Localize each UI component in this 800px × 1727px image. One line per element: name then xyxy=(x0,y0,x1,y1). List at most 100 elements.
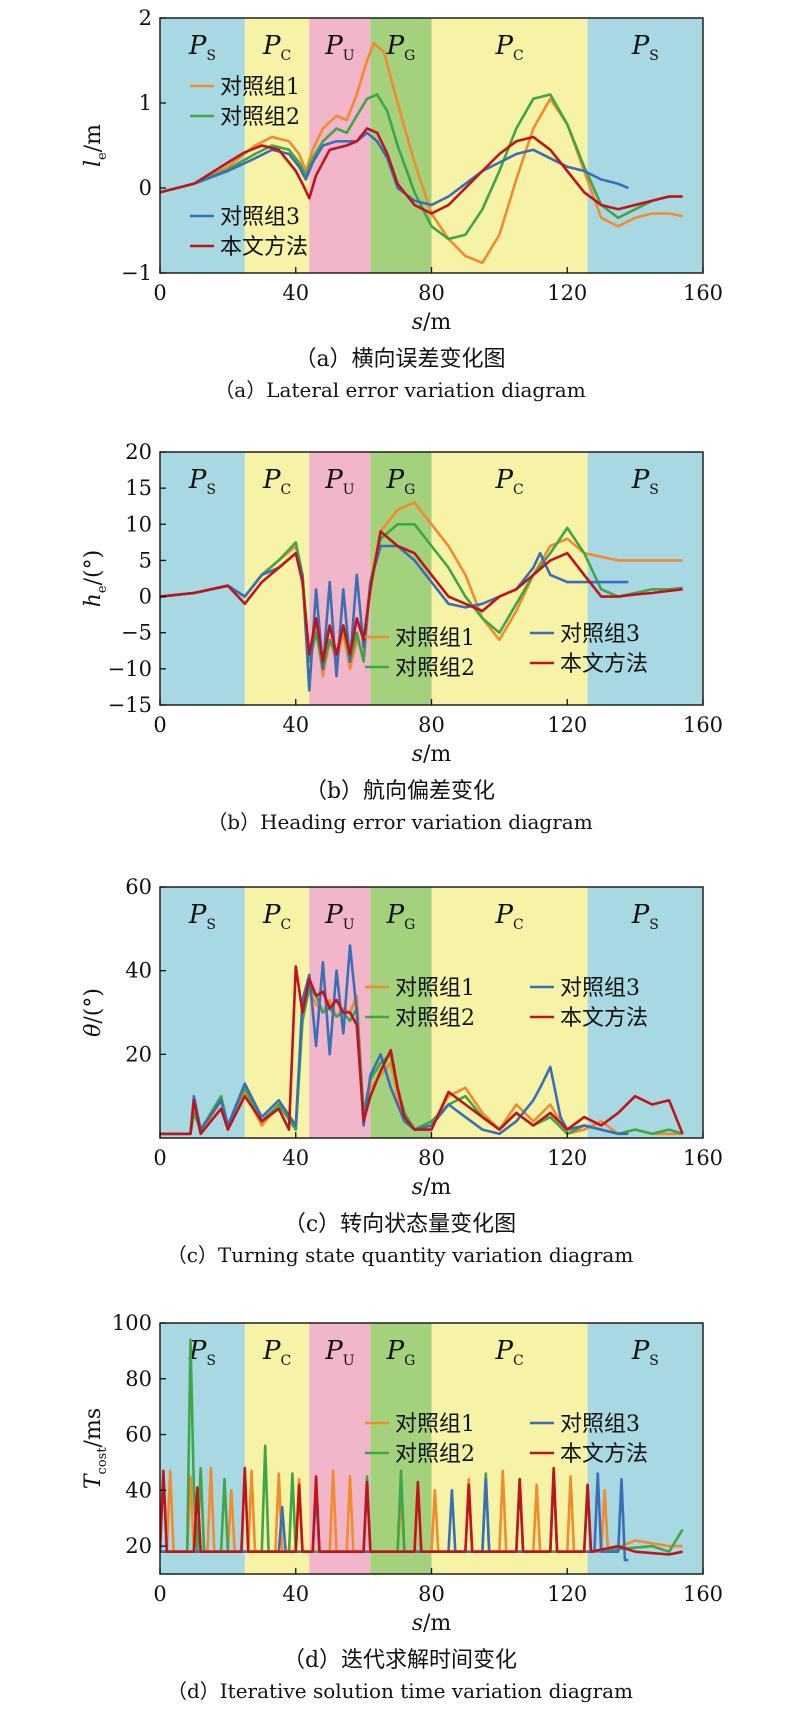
zone-label-sub: U xyxy=(343,482,355,498)
zone-label-sub: C xyxy=(513,482,524,498)
x-tick-label: 0 xyxy=(153,713,166,737)
y-tick-label: 60 xyxy=(125,1423,152,1447)
x-tick-label: 40 xyxy=(282,1146,309,1170)
series-line-对照组3 xyxy=(160,944,629,1136)
zone-label-sub: U xyxy=(343,1353,355,1369)
x-axis-label: s/m xyxy=(412,1611,452,1636)
y-tick-label: 20 xyxy=(125,1042,152,1066)
caption-cn: （c）转向状态量变化图 xyxy=(284,1212,516,1237)
x-axis-var: s xyxy=(412,1175,423,1200)
x-tick-label: 120 xyxy=(547,281,587,305)
x-axis-var: s xyxy=(412,310,423,335)
series-line-对照组2 xyxy=(160,93,683,241)
y-tick-label: 20 xyxy=(125,1534,152,1558)
legend-label: 对照组2 xyxy=(395,1442,475,1467)
y-axis-label: he/(°) xyxy=(81,550,110,607)
y-axis-label: Tcost/ms xyxy=(81,1408,110,1489)
x-tick-label: 0 xyxy=(153,1582,166,1606)
y-axis-var: l xyxy=(81,160,106,167)
y-tick-label: 0 xyxy=(139,176,152,200)
caption-en: （c）Turning state quantity variation diag… xyxy=(167,1243,634,1267)
x-axis-unit: /m xyxy=(423,1611,451,1636)
series-group xyxy=(160,501,683,692)
zone-label-sub: S xyxy=(206,48,216,64)
zone-label-sub: S xyxy=(649,482,659,498)
legend-label: 对照组3 xyxy=(220,205,300,230)
y-axis-unit: /(°) xyxy=(81,988,106,1024)
x-tick-label: 160 xyxy=(683,281,723,305)
caption-cn: （d）迭代求解时间变化 xyxy=(283,1648,517,1673)
y-tick-label: −15 xyxy=(108,693,152,717)
zone-band xyxy=(587,452,703,705)
zone-band xyxy=(244,452,310,705)
zone-label-sub: C xyxy=(280,1353,291,1369)
series-group xyxy=(160,1338,684,1562)
legend-label: 本文方法 xyxy=(220,235,308,260)
legend-label: 本文方法 xyxy=(560,1442,648,1467)
y-tick-label: 15 xyxy=(125,476,152,500)
zone-label-sub: S xyxy=(649,48,659,64)
zone-label-sub: C xyxy=(513,1353,524,1369)
zone-band xyxy=(160,887,245,1138)
x-tick-label: 80 xyxy=(418,1146,445,1170)
x-tick-label: 120 xyxy=(547,1146,587,1170)
chart-panel-d: PS PC PU PG PC PS0 40 80 120 16020406080100s/mTco… xyxy=(81,1311,723,1703)
y-axis-sub: e xyxy=(95,585,110,593)
x-tick-label: 80 xyxy=(418,713,445,737)
zone-band xyxy=(309,452,371,705)
zone-label-sub: S xyxy=(206,917,216,933)
x-tick-label: 0 xyxy=(153,1146,166,1170)
x-tick-label: 80 xyxy=(418,281,445,305)
zone-label-sub: C xyxy=(280,48,291,64)
y-tick-label: −10 xyxy=(108,657,152,681)
series-line-本文方法 xyxy=(160,530,683,663)
legend-label: 对照组3 xyxy=(560,976,640,1001)
zone-label-sub: C xyxy=(280,482,291,498)
caption-en: （b）Heading error variation diagram xyxy=(207,810,592,834)
y-axis-var: θ xyxy=(81,1024,106,1037)
zone-band xyxy=(587,18,703,273)
x-tick-label: 80 xyxy=(418,1582,445,1606)
x-axis-label: s/m xyxy=(412,1175,452,1200)
zone-label-sub: U xyxy=(343,917,355,933)
x-tick-label: 0 xyxy=(153,281,166,305)
zone-band xyxy=(587,887,703,1138)
y-tick-label: 10 xyxy=(125,512,152,536)
x-tick-label: 40 xyxy=(282,1582,309,1606)
legend-label: 本文方法 xyxy=(560,652,648,677)
x-tick-label: 160 xyxy=(683,1146,723,1170)
y-tick-label: 40 xyxy=(125,959,152,983)
legend-label: 本文方法 xyxy=(560,1006,648,1031)
y-axis-unit: /ms xyxy=(81,1408,106,1448)
chart-panel-a: PS PC PU PG PC PS0 40 80 120 160−1012s/mle/m对照组1对… xyxy=(81,6,723,402)
legend-label: 对照组1 xyxy=(395,626,475,651)
series-line-本文方法 xyxy=(160,965,684,1136)
y-tick-label: 2 xyxy=(139,6,152,30)
zone-band xyxy=(431,887,588,1138)
legend: 对照组1 对照组2 对照组3 本文方法 xyxy=(365,976,648,1031)
series-line-本文方法 xyxy=(160,127,683,215)
x-tick-label: 40 xyxy=(282,281,309,305)
x-tick-label: 120 xyxy=(547,713,587,737)
legend: 对照组1 对照组2 对照组3 本文方法 xyxy=(365,1412,648,1467)
x-axis-unit: /m xyxy=(423,310,451,335)
zone-label-sub: G xyxy=(404,48,415,64)
caption-en: （d）Iterative solution time variation dia… xyxy=(167,1679,633,1703)
zone-label-sub: U xyxy=(343,48,355,64)
y-tick-label: 100 xyxy=(112,1311,152,1335)
zone-band xyxy=(431,1323,588,1574)
y-tick-label: −1 xyxy=(121,261,152,285)
y-tick-label: 0 xyxy=(139,585,152,609)
zone-band xyxy=(160,452,245,705)
x-tick-label: 160 xyxy=(683,713,723,737)
caption-en: （a）Lateral error variation diagram xyxy=(214,378,585,402)
legend: 对照组1 对照组2 对照组3 本文方法 xyxy=(190,75,308,260)
zone-band xyxy=(160,18,245,273)
series-line-本文方法 xyxy=(160,1466,683,1556)
legend-label: 对照组2 xyxy=(395,656,475,681)
legend-label: 对照组1 xyxy=(220,75,300,100)
zone-label: PC xyxy=(494,31,523,64)
y-axis-unit: /m xyxy=(81,124,106,152)
